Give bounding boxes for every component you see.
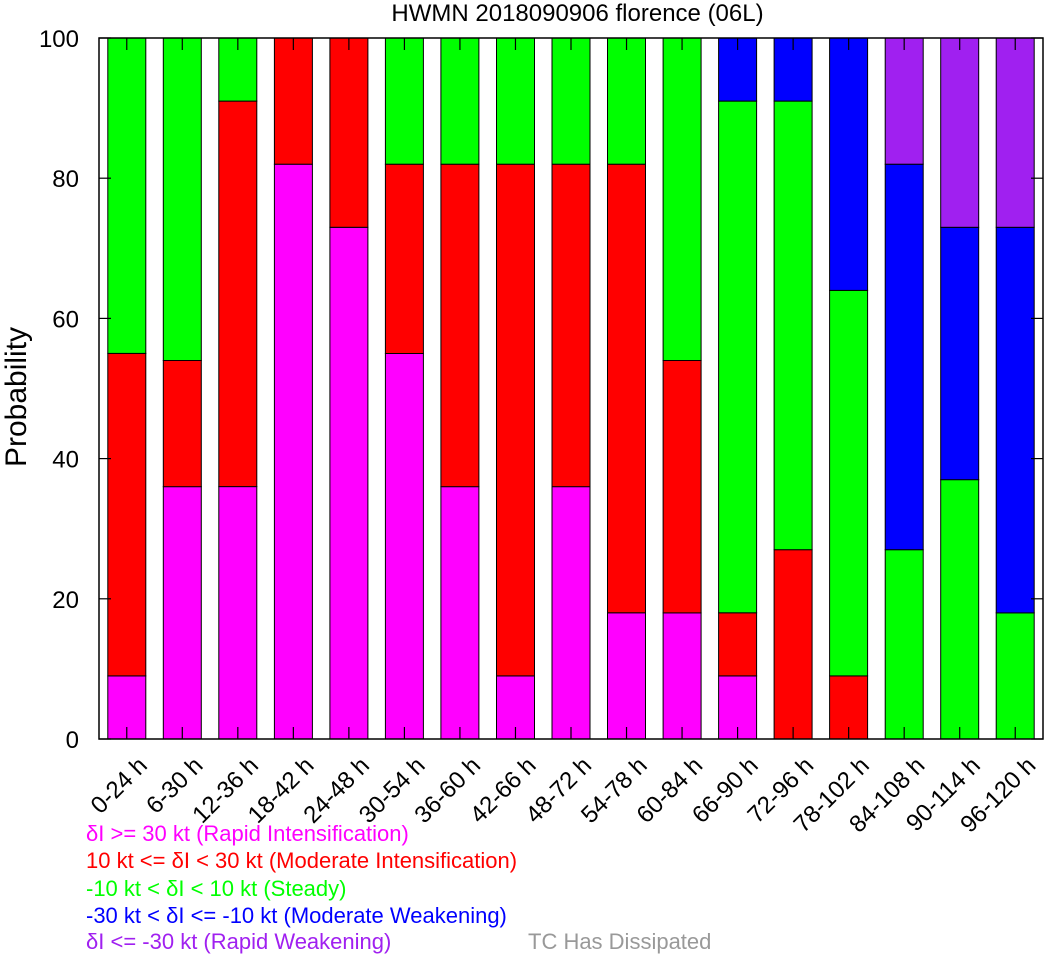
bar-segment (107, 37, 147, 354)
bar-segment (273, 163, 313, 740)
bar-segment (940, 37, 980, 228)
y-tick-label: 80 (52, 166, 79, 193)
legend-item-moderate-weakening: -30 kt < δI <= -10 kt (Moderate Weakenin… (86, 903, 507, 928)
bar-segment (107, 352, 147, 677)
bar-segment (718, 37, 758, 102)
legend-item-rapid-weakening: δI <= -30 kt (Rapid Weakening) (86, 929, 392, 954)
y-tick-label: 40 (52, 447, 79, 474)
y-tick-label: 20 (52, 587, 79, 614)
legend-item-dissipated: TC Has Dissipated (528, 929, 712, 954)
bar-segment (162, 486, 202, 740)
bar-segment (773, 549, 813, 740)
bar-segment (607, 612, 646, 740)
bar-segment (995, 612, 1035, 740)
bar-segment (496, 37, 535, 165)
bar-segment (607, 37, 646, 165)
y-tick-label: 100 (39, 26, 79, 53)
bar-segment (384, 352, 424, 740)
bar-segment (551, 37, 591, 165)
bar-segment (607, 163, 646, 614)
bar-segment (884, 163, 924, 551)
bar-segment (940, 479, 980, 740)
bar-segment (218, 100, 258, 488)
bar-segment (162, 360, 202, 488)
bar-segment (496, 163, 535, 677)
bar-segment (773, 100, 813, 551)
y-tick-label: 60 (52, 306, 79, 333)
bar-segment (440, 486, 480, 740)
bar-segment (829, 37, 869, 291)
bar-segment (273, 37, 313, 165)
bar-segment (329, 37, 369, 228)
x-tick-label: 0-24 h (86, 752, 153, 819)
bar-segment (940, 226, 980, 481)
bar-segment (829, 289, 869, 677)
bar-segment (440, 163, 480, 488)
bar-segment (662, 360, 702, 614)
y-tick-label: 0 (66, 727, 79, 754)
bar-segment (718, 612, 758, 677)
bar-segment (551, 486, 591, 740)
bar-segment (884, 549, 924, 740)
bar-segment (884, 37, 924, 165)
bar-segment (329, 226, 369, 740)
legend-item-moderate-intensification: 10 kt <= δI < 30 kt (Moderate Intensific… (86, 848, 518, 873)
bar-segment (384, 163, 424, 354)
bar-segment (995, 226, 1035, 614)
bar-segment (162, 37, 202, 361)
bar-segment (662, 612, 702, 740)
legend-item-rapid-intensification: δI >= 30 kt (Rapid Intensification) (86, 821, 409, 846)
bar-segment (440, 37, 480, 165)
legend-item-steady: -10 kt < δI < 10 kt (Steady) (86, 876, 347, 901)
bar-segment (218, 486, 258, 740)
bar-segment (995, 37, 1035, 228)
bar-segment (718, 100, 758, 614)
y-axis-label: Probability (0, 327, 33, 467)
bar-segment (662, 37, 702, 361)
bar-segment (384, 37, 424, 165)
chart-title: HWMN 2018090906 florence (06L) (391, 0, 764, 27)
bar-segment (551, 163, 591, 488)
bars-layer (107, 37, 1035, 740)
